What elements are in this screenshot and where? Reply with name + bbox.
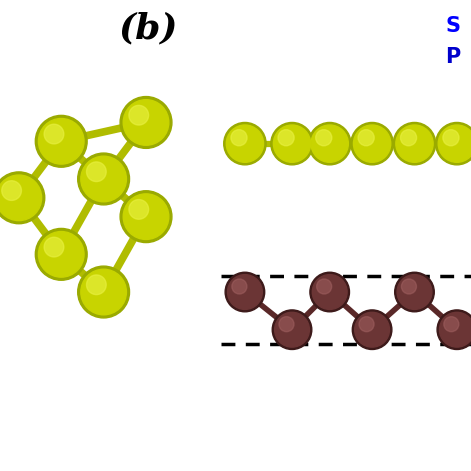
Circle shape bbox=[316, 130, 332, 146]
Circle shape bbox=[436, 122, 471, 165]
Circle shape bbox=[44, 237, 64, 257]
Circle shape bbox=[78, 153, 130, 205]
Circle shape bbox=[123, 100, 169, 145]
Circle shape bbox=[0, 175, 41, 220]
Circle shape bbox=[351, 122, 393, 165]
Circle shape bbox=[317, 279, 332, 294]
Circle shape bbox=[275, 312, 309, 347]
Circle shape bbox=[224, 122, 266, 165]
Circle shape bbox=[359, 317, 374, 332]
Circle shape bbox=[225, 272, 265, 312]
Circle shape bbox=[44, 124, 64, 144]
Circle shape bbox=[120, 191, 172, 243]
Circle shape bbox=[355, 312, 390, 347]
Circle shape bbox=[35, 115, 87, 167]
Circle shape bbox=[78, 266, 130, 318]
Circle shape bbox=[395, 272, 434, 312]
Circle shape bbox=[278, 130, 294, 146]
Circle shape bbox=[39, 232, 84, 277]
Circle shape bbox=[443, 130, 459, 146]
Circle shape bbox=[309, 122, 351, 165]
Circle shape bbox=[397, 275, 432, 309]
Circle shape bbox=[231, 130, 247, 146]
Circle shape bbox=[226, 125, 264, 162]
Circle shape bbox=[272, 310, 312, 349]
Circle shape bbox=[396, 125, 433, 162]
Circle shape bbox=[232, 279, 247, 294]
Circle shape bbox=[271, 122, 313, 165]
Circle shape bbox=[444, 317, 459, 332]
Text: (b): (b) bbox=[119, 12, 178, 46]
Circle shape bbox=[123, 194, 169, 239]
Circle shape bbox=[400, 130, 416, 146]
Circle shape bbox=[393, 122, 436, 165]
Circle shape bbox=[87, 162, 106, 182]
Circle shape bbox=[353, 125, 391, 162]
Circle shape bbox=[2, 181, 22, 201]
Circle shape bbox=[81, 156, 126, 202]
Circle shape bbox=[129, 200, 149, 219]
Circle shape bbox=[279, 317, 294, 332]
Circle shape bbox=[273, 125, 311, 162]
Circle shape bbox=[439, 312, 471, 347]
Circle shape bbox=[39, 119, 84, 164]
Circle shape bbox=[401, 279, 416, 294]
Circle shape bbox=[311, 125, 349, 162]
Circle shape bbox=[438, 125, 471, 162]
Circle shape bbox=[437, 310, 471, 349]
Circle shape bbox=[312, 275, 347, 309]
Circle shape bbox=[129, 106, 149, 125]
Circle shape bbox=[87, 275, 106, 295]
Circle shape bbox=[358, 130, 374, 146]
Circle shape bbox=[35, 228, 87, 280]
Circle shape bbox=[227, 275, 262, 309]
Text: P: P bbox=[445, 47, 460, 66]
Circle shape bbox=[81, 269, 126, 315]
Circle shape bbox=[352, 310, 392, 349]
Circle shape bbox=[310, 272, 349, 312]
Circle shape bbox=[120, 97, 172, 148]
Circle shape bbox=[0, 172, 45, 224]
Text: S: S bbox=[445, 16, 460, 36]
